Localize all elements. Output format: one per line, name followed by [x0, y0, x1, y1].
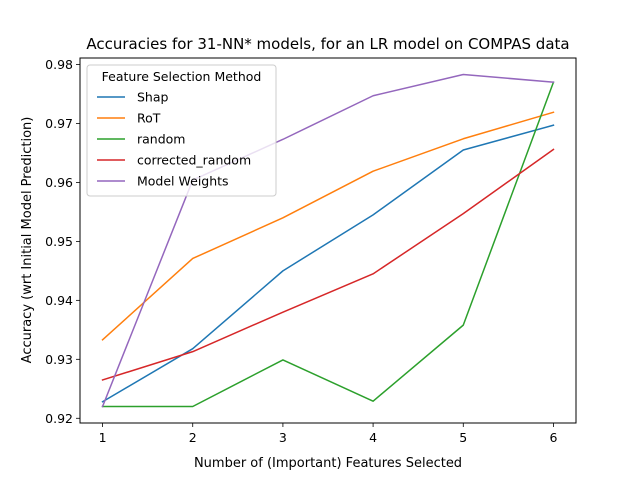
series-line-shap [101, 124, 555, 403]
x-axis-label: Number of (Important) Features Selected [194, 456, 462, 471]
y-tick-label: 0.96 [45, 175, 73, 190]
x-tick-label: 2 [189, 430, 197, 445]
x-tick-label: 3 [279, 430, 287, 445]
legend-label-rot: RoT [137, 111, 161, 126]
legend-label-random: random [137, 132, 185, 147]
legend-label-corrected-random: corrected_random [137, 153, 251, 168]
series-line-model-weights [101, 73, 555, 408]
legend-items: Shap RoT random corrected_random Model Weigh… [97, 90, 251, 189]
series-lines [101, 73, 555, 408]
y-tick-label: 0.97 [45, 116, 73, 131]
x-tick-label: 5 [459, 430, 467, 445]
legend-box [86, 64, 277, 197]
legend: Feature Selection Method Shap RoT random co… [86, 64, 277, 197]
x-tick-label: 1 [99, 430, 107, 445]
y-tick-label: 0.92 [45, 411, 73, 426]
plot-frame [79, 57, 577, 424]
y-tick-label: 0.94 [45, 293, 73, 308]
y-tick-label: 0.95 [45, 234, 73, 249]
series-line-random [101, 81, 555, 408]
chart-title: Accuracies for 31-NN* models, for an LR … [86, 35, 569, 53]
y-tick-label: 0.93 [45, 352, 73, 367]
series-line-rot [101, 111, 555, 341]
x-tick-label: 4 [369, 430, 377, 445]
x-tick-label: 6 [549, 430, 557, 445]
y-tick-label: 0.98 [45, 57, 73, 72]
legend-label-shap: Shap [137, 90, 169, 105]
legend-label-model-weights: Model Weights [137, 174, 229, 189]
series-line-corrected-random [101, 148, 555, 381]
y-axis-label: Accuracy (wrt Initial Model Prediction) [20, 117, 35, 364]
x-axis-ticks: 1 2 3 4 5 6 [99, 423, 557, 445]
legend-title: Feature Selection Method [102, 69, 262, 84]
y-axis-ticks: 0.92 0.93 0.94 0.95 0.96 0.97 0.98 [45, 57, 80, 426]
